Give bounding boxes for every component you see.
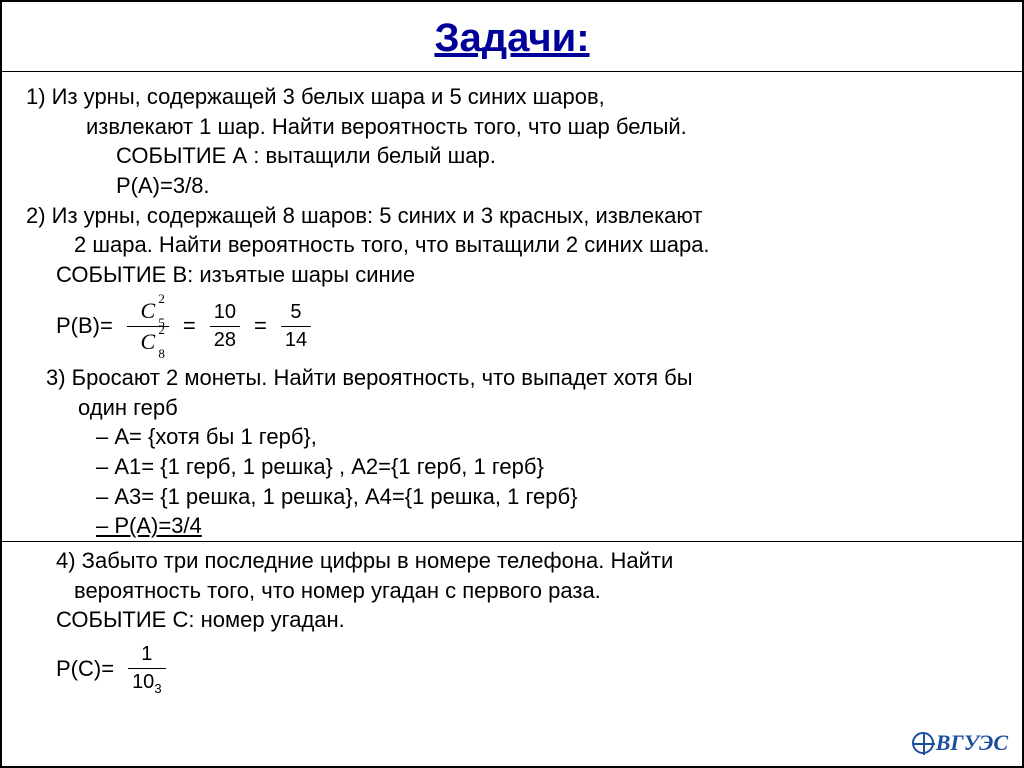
pc-frac: 1 103 <box>128 641 165 698</box>
p3-line1: 3) Бросают 2 монеты. Найти вероятность, … <box>46 363 1002 393</box>
globe-icon <box>912 732 934 754</box>
logo: ВГУЭС <box>912 730 1008 756</box>
c-bot: C28 <box>131 327 165 357</box>
problem-4: 4) Забыто три последние цифры в номере т… <box>26 542 1002 698</box>
p4-line2: вероятность того, что номер угадан с пер… <box>74 576 1002 606</box>
logo-text: ВГУЭС <box>936 730 1008 755</box>
equals-2: = <box>254 311 267 341</box>
content-area: 1) Из урны, содержащей 3 белых шара и 5 … <box>2 72 1022 710</box>
p2-line2: 2 шара. Найти вероятность того, что выта… <box>74 230 1002 260</box>
p1-line1: 1) Из урны, содержащей 3 белых шара и 5 … <box>26 82 1002 112</box>
frac-comb: C25 C28 <box>127 296 169 357</box>
pb-label: P(B)= <box>56 311 113 341</box>
p4-line1: 4) Забыто три последние цифры в номере т… <box>56 546 1002 576</box>
p4-event: СОБЫТИЕ С: номер угадан. <box>56 605 1002 635</box>
p4-equation: P(C)= 1 103 <box>56 641 1002 698</box>
p3-d1: – А= {хотя бы 1 герб}, <box>96 422 1002 452</box>
p3-d2: – А1= {1 герб, 1 решка} , А2={1 герб, 1 … <box>96 452 1002 482</box>
equals-1: = <box>183 311 196 341</box>
p1-event: СОБЫТИЕ А : вытащили белый шар. <box>116 141 1002 171</box>
p3-line2: один герб <box>78 393 1002 423</box>
p2-line1: 2) Из урны, содержащей 8 шаров: 5 синих … <box>26 201 1002 231</box>
p3-d4: – P(A)=3/4 <box>96 511 1002 541</box>
frac-3: 5 14 <box>281 299 311 354</box>
problem-2: 2) Из урны, содержащей 8 шаров: 5 синих … <box>26 201 1002 357</box>
pc-label: P(C)= <box>56 654 114 684</box>
p2-equation: P(B)= C25 C28 = 10 28 = 5 14 <box>56 296 1002 357</box>
frac-2: 10 28 <box>210 299 240 354</box>
problem-3: 3) Бросают 2 монеты. Найти вероятность, … <box>26 363 1002 541</box>
p2-event: СОБЫТИЕ В: изъятые шары синие <box>56 260 1002 290</box>
p3-d3: – А3= {1 решка, 1 решка}, А4={1 решка, 1… <box>96 482 1002 512</box>
p1-line2: извлекают 1 шар. Найти вероятность того,… <box>86 112 1002 142</box>
page-title: Задачи: <box>2 2 1022 71</box>
problem-1: 1) Из урны, содержащей 3 белых шара и 5 … <box>26 82 1002 201</box>
p1-result: P(A)=3/8. <box>116 171 1002 201</box>
